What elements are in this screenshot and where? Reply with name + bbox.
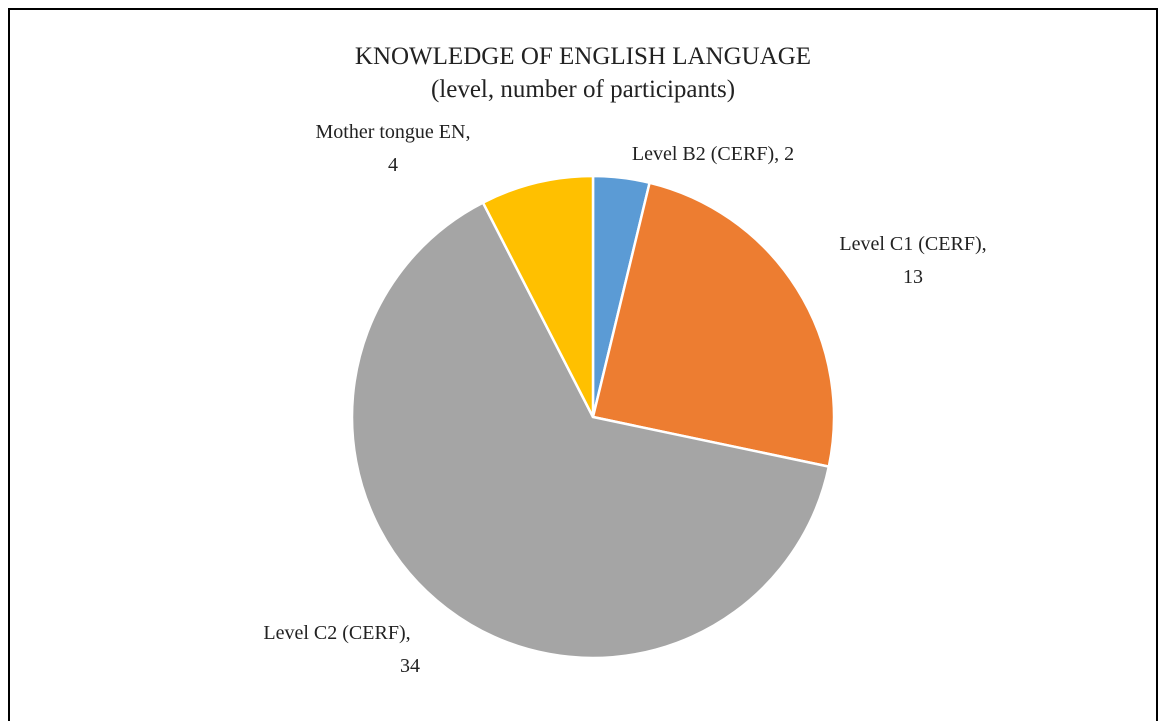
label-category: Level B2 (CERF) bbox=[632, 143, 774, 165]
label-separator: , bbox=[406, 622, 411, 644]
label-category: Level C1 (CERF) bbox=[839, 233, 981, 255]
label-category: Mother tongue EN bbox=[316, 121, 466, 143]
label-separator: , bbox=[982, 233, 987, 255]
pie-slice bbox=[591, 181, 836, 469]
label-separator: , bbox=[774, 143, 779, 165]
data-label: Level C2 (CERF), bbox=[263, 622, 410, 644]
label-value: 2 bbox=[784, 143, 794, 165]
chart-title: KNOWLEDGE OF ENGLISH LANGUAGE bbox=[355, 43, 811, 70]
label-value: 34 bbox=[400, 655, 420, 677]
data-label: Mother tongue EN, bbox=[316, 121, 471, 143]
pie-slice bbox=[481, 174, 595, 418]
label-separator: , bbox=[465, 121, 470, 143]
data-label: Level C1 (CERF), bbox=[839, 233, 986, 255]
chart-subtitle: (level, number of participants) bbox=[431, 76, 735, 103]
label-value: 13 bbox=[903, 266, 923, 288]
data-label: Level B2 (CERF), 2 bbox=[632, 143, 794, 165]
label-category: Level C2 (CERF) bbox=[263, 622, 405, 644]
pie-slice bbox=[350, 200, 831, 660]
label-value: 4 bbox=[388, 154, 398, 176]
